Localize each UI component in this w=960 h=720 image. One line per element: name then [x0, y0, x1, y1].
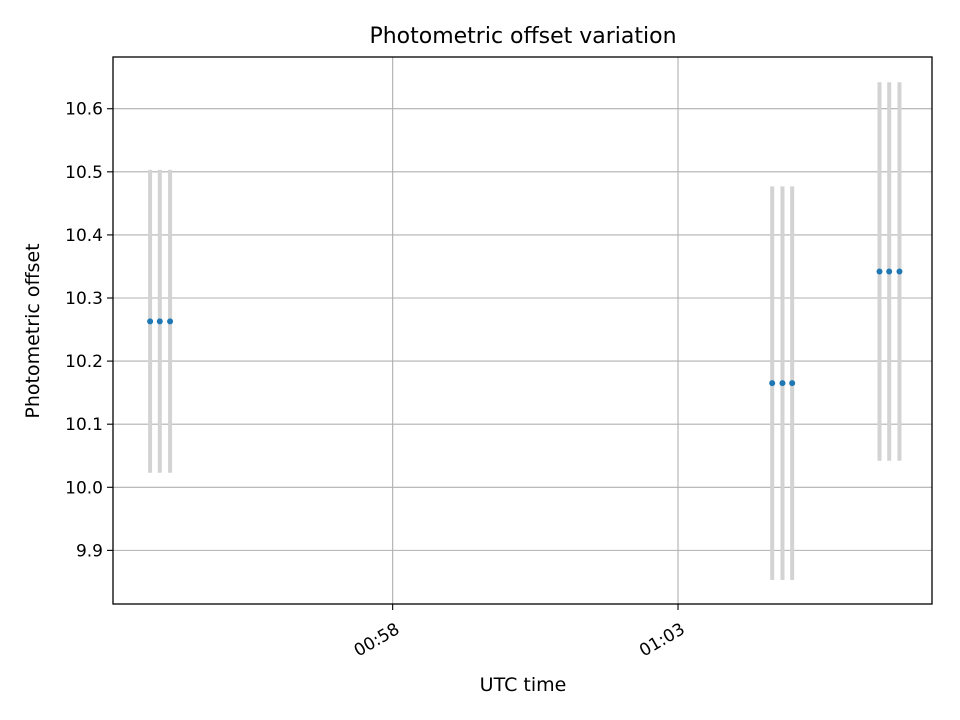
y-tick-label: 10.0: [65, 478, 103, 498]
y-tick-label: 9.9: [76, 541, 103, 561]
y-tick-label: 10.4: [65, 226, 103, 246]
data-point: [886, 268, 893, 275]
plot-frame: [112, 56, 933, 605]
y-axis-ticks: 9.9 10.0 10.1 10.2 10.3 10.4 10.5 10.6: [65, 100, 113, 561]
y-tick-label: 10.2: [65, 352, 103, 372]
data-point: [789, 380, 796, 387]
data-point: [876, 268, 883, 275]
data-point: [896, 268, 903, 275]
data-point: [156, 318, 163, 325]
y-tick-label: 10.5: [65, 163, 103, 183]
y-tick-label: 10.1: [65, 415, 103, 435]
chart-title: Photometric offset variation: [369, 24, 676, 49]
y-axis-label: Photometric offset: [22, 243, 44, 418]
data-point: [769, 380, 776, 387]
data-points: [147, 268, 903, 387]
data-point: [167, 318, 174, 325]
data-point: [147, 318, 154, 325]
data-point: [779, 380, 786, 387]
x-axis-label: UTC time: [480, 674, 567, 696]
y-tick-label: 10.3: [65, 289, 103, 309]
grid: [113, 57, 932, 604]
y-tick-label: 10.6: [65, 100, 103, 120]
